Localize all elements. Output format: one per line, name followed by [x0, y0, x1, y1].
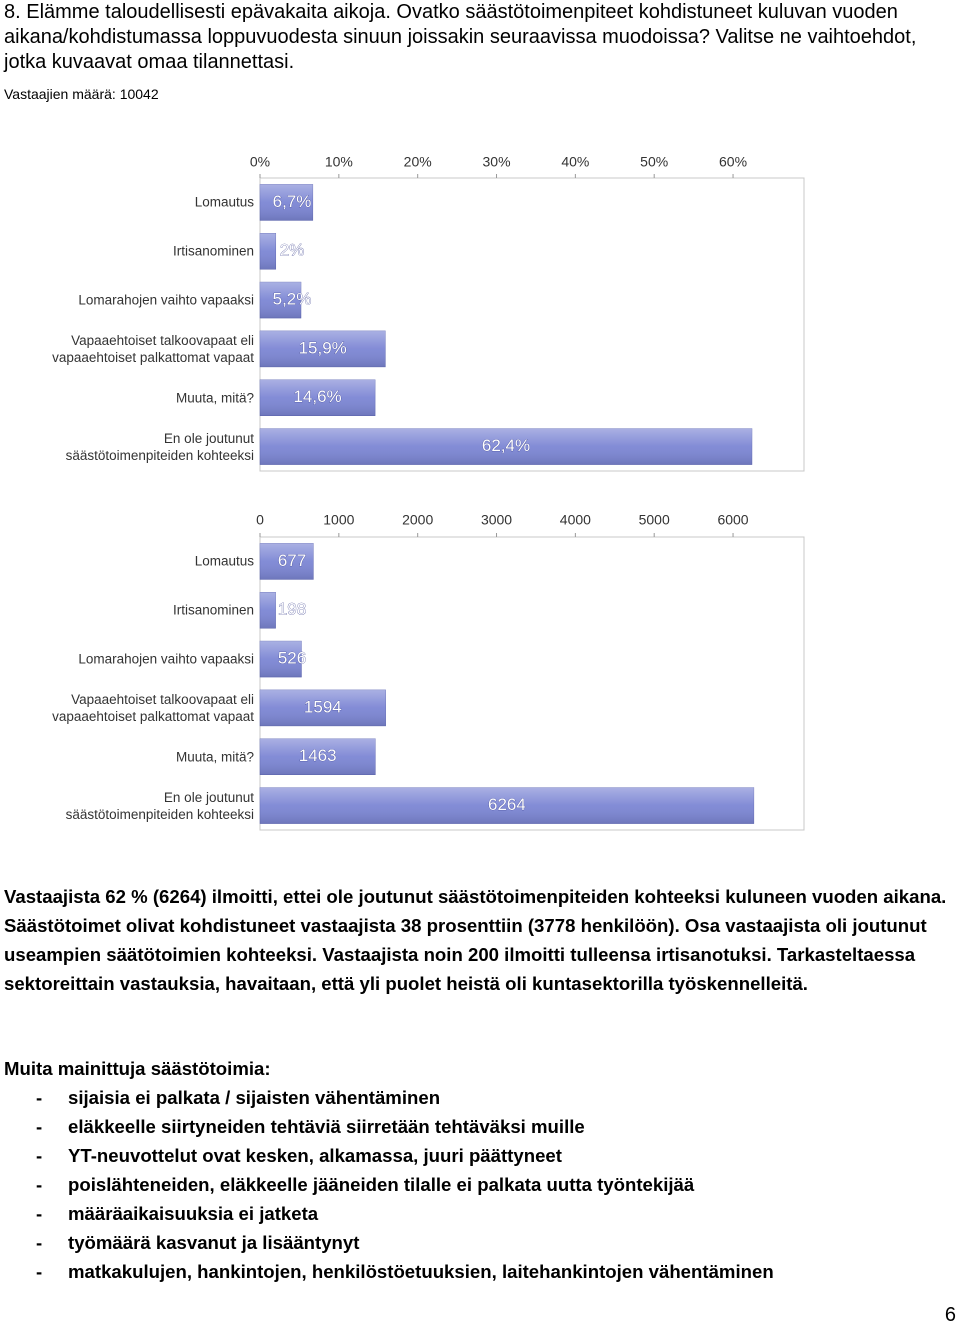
bar-shine: [260, 592, 276, 629]
x-tick-label: 1000: [323, 512, 354, 528]
value-label: 62,4%: [482, 436, 530, 455]
bar-shine: [260, 330, 386, 367]
bar-shine: [260, 689, 386, 726]
summary: Vastaajista 62 % (6264) ilmoitti, ettei …: [4, 886, 947, 994]
value-label: 1463: [299, 746, 337, 765]
list-item: sijaisia ei palkata / sijaisten vähentäm…: [4, 1087, 774, 1116]
category-label: Vapaaehtoiset talkoovapaat eli vapaaehto…: [52, 691, 254, 724]
category-label: En ole joutunut säästötoimenpiteiden koh…: [65, 430, 254, 463]
value-label: 6264: [488, 795, 526, 814]
bar-shine: [260, 543, 314, 580]
x-tick-label: 4000: [560, 512, 591, 528]
bar-shine: [260, 641, 302, 678]
category-label: Lomautus: [194, 553, 254, 569]
page-number: 6: [944, 1304, 956, 1326]
category-label: Muuta, mitä?: [175, 390, 254, 406]
bar-shine: [260, 184, 313, 221]
plot-frame: [259, 536, 805, 831]
category-label: Irtisanominen: [172, 243, 254, 259]
x-tick-label: 0: [256, 512, 264, 528]
category-label: En ole joutunut säästötoimenpiteiden koh…: [65, 789, 254, 822]
respondent-count: Vastaajien määrä: 10042: [4, 86, 159, 102]
bar-shine: [260, 233, 276, 270]
value-label: 6,7%: [273, 192, 312, 211]
category-label: Lomautus: [194, 194, 254, 210]
x-tick-label: 50%: [640, 154, 668, 170]
x-tick-label: 0%: [250, 154, 270, 170]
bar-shine: [260, 787, 754, 824]
list-title: Muita mainittuja säästötoimia:: [4, 1058, 271, 1079]
list-item: matkakulujen, hankintojen, henkilöstöetu…: [4, 1261, 774, 1290]
bar-shine: [260, 379, 376, 416]
charts: 0% 10% 20% 30% 40% 50% 60% 6,7% 2% 5,2% 15,9% 14,6%…: [250, 154, 805, 831]
plot-frame: [259, 177, 805, 472]
category-label: Irtisanominen: [172, 602, 254, 618]
list-item: YT-neuvottelut ovat kesken, alkamassa, j…: [4, 1145, 774, 1174]
x-tick-label: 6000: [717, 512, 748, 528]
bar-shine: [260, 282, 301, 319]
x-tick-label: 60%: [719, 154, 747, 170]
x-tick-label: 5000: [639, 512, 670, 528]
category-label: Vapaaehtoiset talkoovapaat eli vapaaehto…: [52, 332, 254, 365]
x-tick-label: 3000: [481, 512, 512, 528]
value-label: 14,6%: [293, 387, 341, 406]
x-tick-label: 30%: [483, 154, 511, 170]
value-label: 5,2%: [273, 290, 312, 309]
x-tick-label: 40%: [561, 154, 589, 170]
value-label: 526: [278, 649, 306, 668]
category-label: Lomarahojen vaihto vapaaksi: [78, 292, 254, 308]
value-label: 677: [278, 551, 306, 570]
value-label: 2%: [280, 241, 305, 260]
value-label: 15,9%: [299, 338, 347, 357]
bar-shine: [260, 428, 752, 465]
bar-shine: [260, 738, 376, 775]
x-tick-label: 10%: [325, 154, 353, 170]
category-label: Lomarahojen vaihto vapaaksi: [78, 651, 254, 667]
list-item: eläkkeelle siirtyneiden tehtäviä siirret…: [4, 1116, 774, 1145]
x-tick-label: 2000: [402, 512, 433, 528]
x-tick-label: 20%: [404, 154, 432, 170]
value-label: 1594: [304, 697, 342, 716]
list-item: määräaikaisuuksia ei jatketa: [4, 1203, 774, 1232]
list-item: poislähteneiden, eläkkeelle jääneiden ti…: [4, 1174, 774, 1203]
list: sijaisia ei palkata / sijaisten vähentäm…: [4, 1087, 774, 1290]
list-item: työmäärä kasvanut ja lisääntynyt: [4, 1232, 774, 1261]
question: 8. Elämme taloudellisesti epävakaita aik…: [4, 1, 917, 73]
value-label: 198: [278, 600, 306, 619]
category-label: Muuta, mitä?: [175, 749, 254, 765]
